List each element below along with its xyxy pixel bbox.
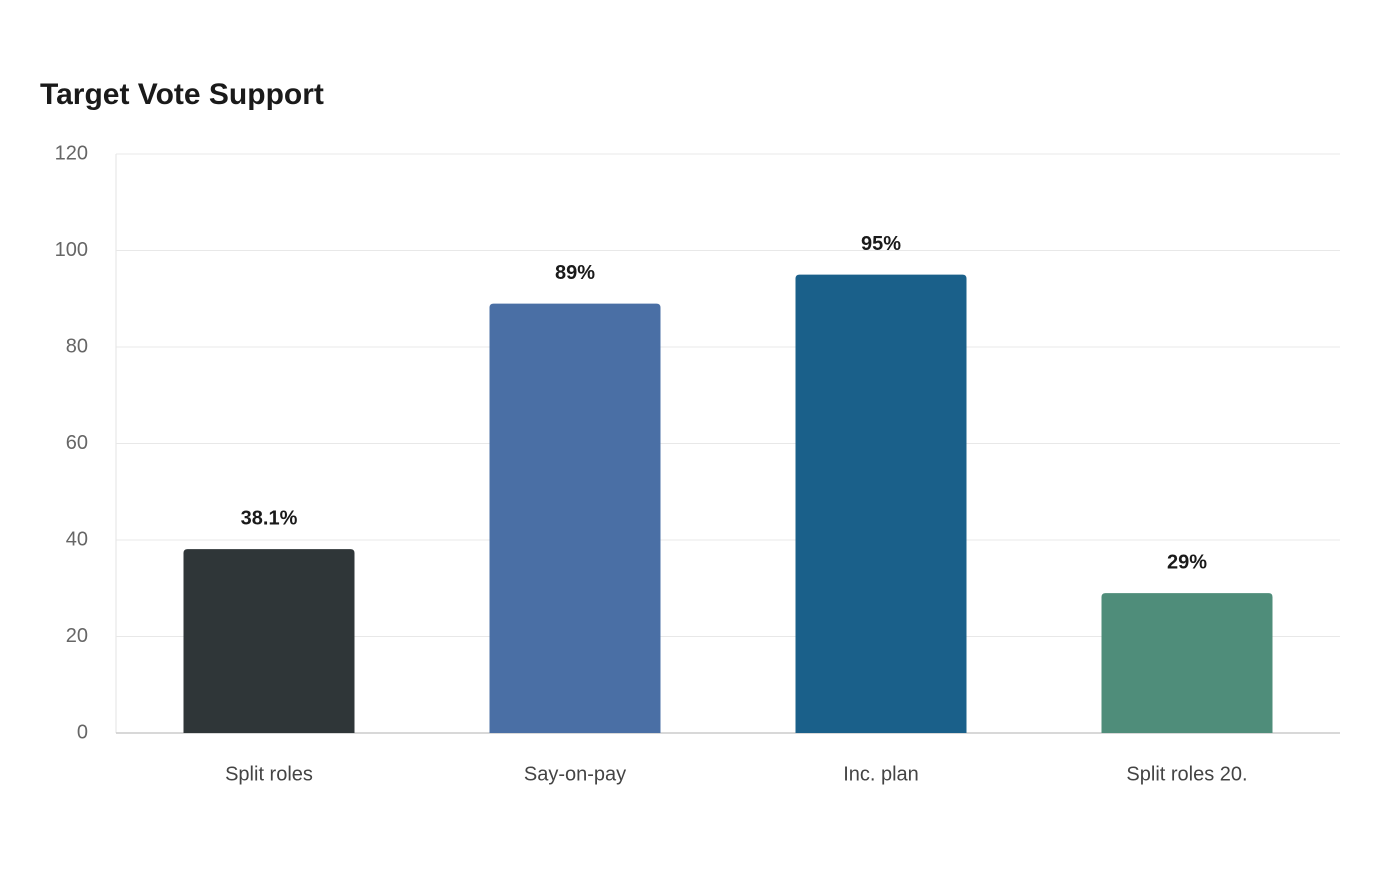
x-tick-label: Inc. plan <box>843 763 919 785</box>
value-label: 29% <box>1167 551 1207 573</box>
y-tick-label: 0 <box>77 721 88 743</box>
x-tick-label: Split roles 20. <box>1126 763 1247 785</box>
y-tick-label: 100 <box>55 239 88 261</box>
x-tick-label: Split roles <box>225 763 313 785</box>
bar <box>183 549 355 733</box>
y-tick-label: 120 <box>55 142 88 164</box>
x-tick-label: Say-on-pay <box>524 763 626 785</box>
bar <box>489 303 661 733</box>
value-label: 95% <box>861 233 901 255</box>
y-tick-label: 40 <box>66 528 88 550</box>
y-tick-label: 80 <box>66 335 88 357</box>
value-label: 89% <box>555 262 595 284</box>
y-tick-label: 20 <box>66 625 88 647</box>
chart-title: Target Vote Support <box>40 78 324 111</box>
bar <box>1101 593 1273 733</box>
bar <box>795 274 967 733</box>
y-tick-label: 60 <box>66 432 88 454</box>
value-label: 38.1% <box>241 507 298 529</box>
